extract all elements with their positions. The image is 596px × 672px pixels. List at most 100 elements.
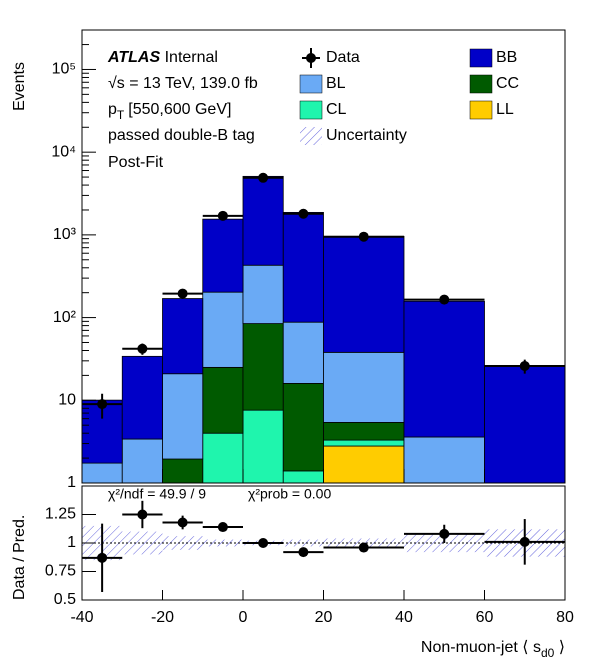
pt-label: pT [550,600 GeV] <box>108 101 231 122</box>
histogram-bar <box>282 211 324 323</box>
y-tick-label: 0.5 <box>54 591 76 608</box>
marker <box>358 231 369 242</box>
marker <box>217 522 228 533</box>
histogram-bar <box>282 470 324 484</box>
legend-label: CL <box>326 101 347 118</box>
data-point <box>162 288 203 299</box>
histogram-bar <box>121 438 163 484</box>
selection-label: passed double-B tag <box>108 127 255 144</box>
legend-swatch <box>469 74 493 94</box>
marker <box>519 360 530 371</box>
marker <box>298 547 309 558</box>
x-tick-label: 20 <box>315 609 333 626</box>
y-tick-label: 10⁴ <box>51 143 76 160</box>
marker <box>439 294 450 305</box>
y-tick-label: 1 <box>67 534 76 551</box>
y-axis-label: Events <box>11 62 28 111</box>
marker <box>177 517 188 528</box>
chi2-label: χ²/ndf = 49.9 / 9 <box>108 486 206 502</box>
ratio-point <box>283 547 324 558</box>
ratio-point <box>202 522 243 533</box>
histogram-bar <box>202 366 244 434</box>
legend-swatch <box>299 100 323 120</box>
histogram-bar <box>323 351 405 423</box>
marker <box>298 208 309 219</box>
histogram-bar <box>323 445 405 484</box>
histogram-bar <box>403 300 485 438</box>
ratio-point <box>82 523 123 593</box>
y-tick-label: 0.75 <box>45 563 76 580</box>
ratio-point <box>484 519 565 565</box>
histogram-bar <box>323 439 405 447</box>
x-axis-label: Non-muon-jet ⟨ sd0 ⟩ <box>421 639 565 660</box>
histogram-bar <box>282 321 324 384</box>
histogram-bar <box>202 291 244 368</box>
histogram-bar <box>242 409 284 484</box>
x-tick-label: 40 <box>395 609 413 626</box>
legend-label: LL <box>496 101 514 118</box>
histogram-bar <box>242 264 284 324</box>
data-point <box>243 172 284 183</box>
data-point <box>202 210 243 221</box>
data-point <box>283 208 324 219</box>
ratio-point <box>323 542 404 553</box>
energy-label: √s = 13 TeV, 139.0 fb <box>108 75 258 92</box>
marker <box>258 172 269 183</box>
x-tick-label: -40 <box>70 609 93 626</box>
marker <box>358 542 369 553</box>
histogram-bar <box>242 175 284 266</box>
ratio-point <box>404 524 485 543</box>
marker <box>97 399 108 410</box>
ratio-y-label: Data / Pred. <box>11 515 28 600</box>
legend-data-marker <box>306 53 316 63</box>
y-tick-label: 1 <box>67 474 76 491</box>
legend-swatch <box>469 48 493 68</box>
marker <box>258 538 269 548</box>
legend-swatch <box>469 100 493 120</box>
legend-label: BB <box>496 49 517 66</box>
data-point <box>122 343 163 355</box>
histogram-bar <box>323 235 405 353</box>
legend-label: BL <box>326 75 346 92</box>
x-tick-label: 80 <box>556 609 574 626</box>
marker <box>97 552 108 563</box>
data-point <box>484 359 565 374</box>
y-tick-label: 10³ <box>53 226 77 243</box>
chi2prob-label: χ²prob = 0.00 <box>248 486 331 502</box>
ratio-point <box>162 515 203 530</box>
marker <box>439 528 450 539</box>
histogram-bar <box>323 422 405 441</box>
marker <box>519 536 530 547</box>
y-tick-label: 10⁵ <box>52 61 76 78</box>
y-tick-label: 10 <box>58 392 76 409</box>
histogram-bar <box>484 365 566 484</box>
ratio-point <box>243 538 284 548</box>
data-point <box>404 294 485 305</box>
legend-swatch <box>299 74 323 94</box>
atlas-label: ATLAS Internal <box>107 49 218 66</box>
x-tick-label: 0 <box>239 609 248 626</box>
legend-swatch <box>300 127 322 145</box>
legend-label: Data <box>326 49 360 66</box>
legend-label: CC <box>496 75 519 92</box>
histogram-bar <box>81 462 123 484</box>
histogram-bar <box>282 383 324 472</box>
ratio-point <box>122 500 163 529</box>
histogram-bar <box>403 436 485 484</box>
histogram-bar <box>242 323 284 411</box>
marker <box>217 210 228 221</box>
histogram-bar <box>162 373 204 460</box>
legend-label: Uncertainty <box>326 127 407 144</box>
x-tick-label: -20 <box>151 609 174 626</box>
x-tick-label: 60 <box>476 609 494 626</box>
histogram-bar <box>121 355 163 440</box>
marker <box>177 288 188 299</box>
marker <box>137 343 148 354</box>
y-tick-label: 10² <box>53 309 77 326</box>
y-tick-label: 1.25 <box>45 506 76 523</box>
histogram-bar <box>202 218 244 293</box>
fit-label: Post-Fit <box>108 154 164 171</box>
histogram-bar <box>162 298 204 375</box>
marker <box>137 509 148 520</box>
